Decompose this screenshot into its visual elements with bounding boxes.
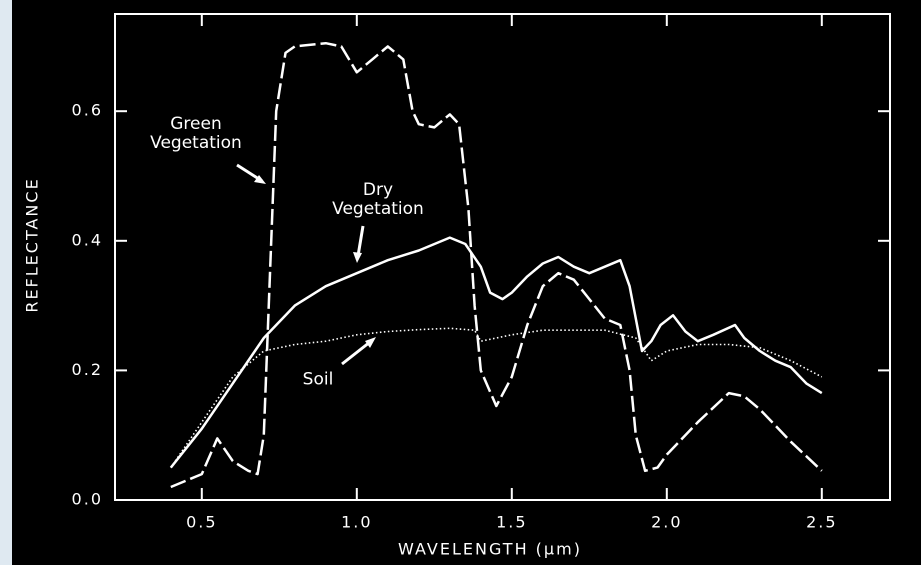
series-line [169, 236, 823, 469]
annotation: Dry Vegetation [332, 180, 424, 219]
plot-frame [114, 13, 891, 501]
x-tick-label: 1.0 [341, 513, 372, 532]
side-strip [0, 0, 12, 565]
y-tick-label: 0.4 [72, 230, 103, 249]
y-tick-label: 0.0 [72, 490, 103, 509]
x-axis-label: WAVELENGTH (μm) [398, 540, 582, 559]
annotation: Green Vegetation [150, 114, 242, 153]
y-axis-label: REFLECTANCE [23, 177, 42, 312]
arrow [341, 340, 371, 366]
x-tick-label: 0.5 [186, 513, 217, 532]
arrow [356, 225, 365, 257]
x-tick-label: 2.5 [806, 513, 837, 532]
arrowhead [353, 252, 362, 263]
y-tick-label: 0.6 [72, 101, 103, 120]
series-line [170, 327, 823, 469]
x-tick-label: 2.0 [651, 513, 682, 532]
x-tick-label: 1.5 [496, 513, 527, 532]
series-line [170, 41, 823, 489]
arrowhead [365, 337, 376, 348]
annotation: Soil [302, 369, 334, 390]
arrowhead [254, 175, 266, 184]
y-tick-label: 0.2 [72, 360, 103, 379]
